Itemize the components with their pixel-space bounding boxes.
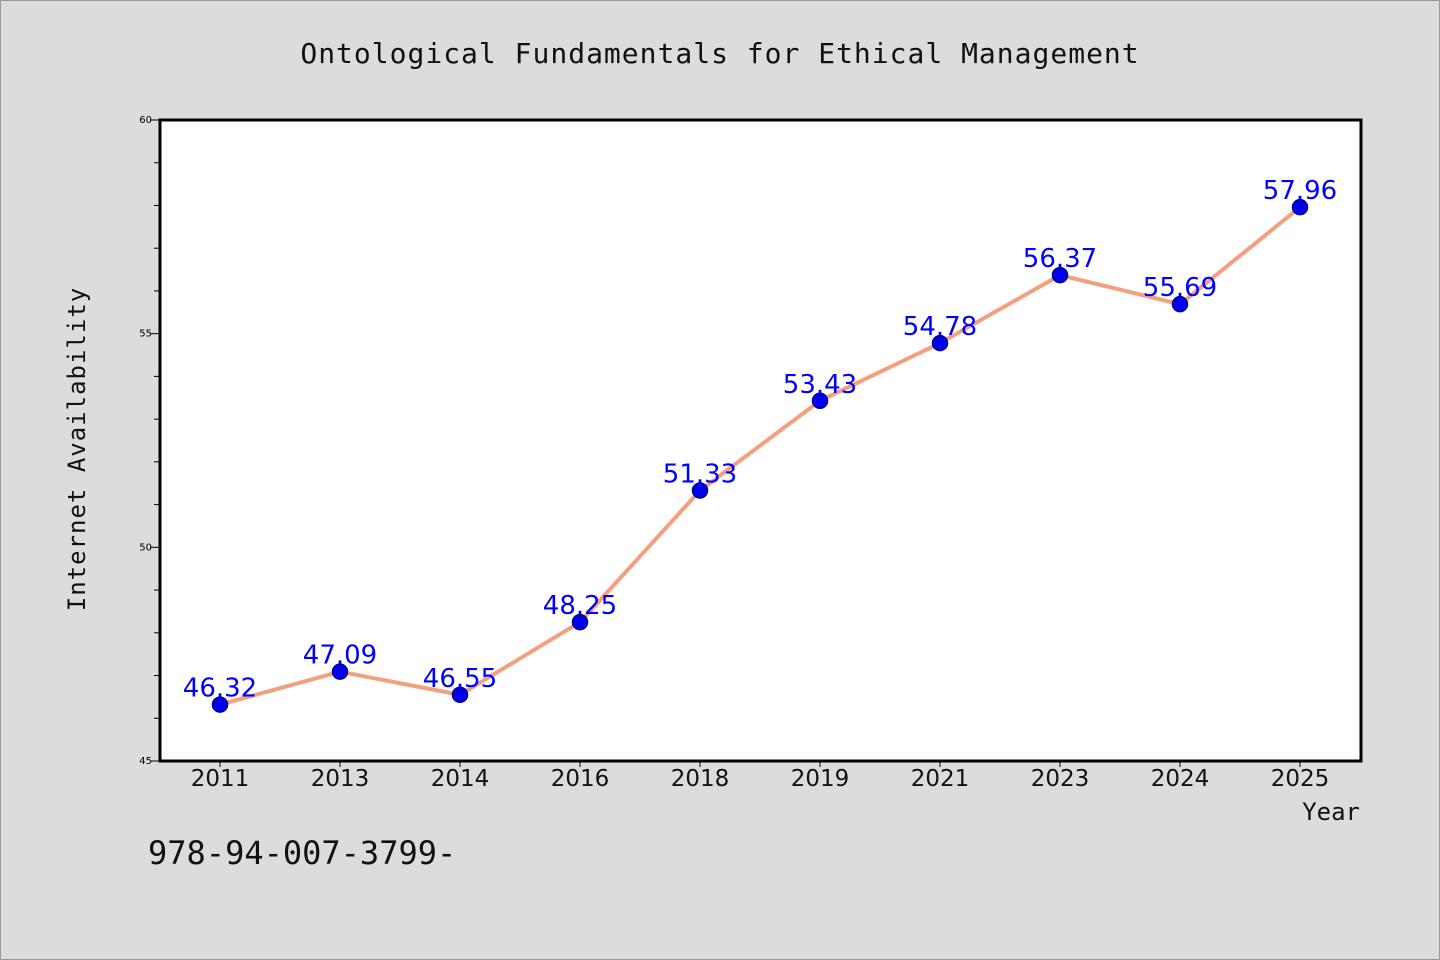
data-label: 57.96 — [1263, 176, 1337, 206]
data-point-marker — [451, 686, 469, 704]
y-tick-label: 55 — [139, 329, 152, 340]
x-axis-label: Year — [1302, 798, 1360, 826]
data-point-marker — [1291, 198, 1309, 216]
data-label: 51.33 — [663, 459, 737, 489]
data-point-marker — [211, 696, 229, 713]
data-point-marker — [931, 334, 949, 352]
data-label: 55.69 — [1143, 273, 1217, 303]
series-line — [218, 205, 1302, 707]
series-line-group — [211, 198, 1309, 713]
x-tick-label: 2018 — [671, 766, 730, 792]
data-point-marker — [811, 392, 829, 410]
data-label: 46.32 — [183, 674, 257, 704]
data-label: 48.25 — [543, 591, 617, 621]
x-tick-label: 2024 — [1151, 766, 1210, 792]
data-label: 56.37 — [1023, 244, 1097, 274]
chart-title: Ontological Fundamentals for Ethical Man… — [300, 37, 1139, 70]
y-tick-label: 45 — [139, 756, 152, 767]
data-point-marker — [691, 482, 709, 499]
x-tick-label: 2021 — [911, 766, 970, 792]
data-label: 53.43 — [783, 370, 857, 400]
x-tick-label: 2019 — [791, 766, 850, 792]
x-tick-label: 2025 — [1271, 766, 1330, 792]
data-point-marker — [571, 613, 589, 631]
footer-text: 978-94-007-3799- — [148, 834, 456, 872]
x-tick-label: 2014 — [431, 766, 490, 792]
plot-area — [158, 118, 1363, 763]
data-label: 47.09 — [303, 641, 377, 671]
data-point-marker — [331, 663, 349, 680]
data-label: 46.55 — [423, 664, 497, 694]
y-axis: 45 50 55 60 — [139, 115, 160, 767]
data-label: 54.78 — [903, 312, 977, 342]
y-tick-label: 50 — [139, 542, 152, 553]
y-axis-label: Internet Availability — [63, 287, 91, 611]
x-tick-label: 2013 — [311, 766, 370, 792]
x-tick-label: 2016 — [551, 766, 610, 792]
x-tick-label: 2023 — [1031, 766, 1090, 792]
data-point-marker — [1051, 266, 1069, 284]
data-point-marker — [1171, 295, 1189, 313]
y-tick-label: 60 — [139, 115, 152, 126]
x-axis: 2011 2013 2014 2016 2018 2019 2021 2023 2024 2025 — [191, 761, 1330, 792]
x-tick-label: 2011 — [191, 766, 250, 792]
data-label-group: 46.32 47.09 46.55 48.25 51.33 53.43 54.78 56.37… — [183, 176, 1337, 703]
